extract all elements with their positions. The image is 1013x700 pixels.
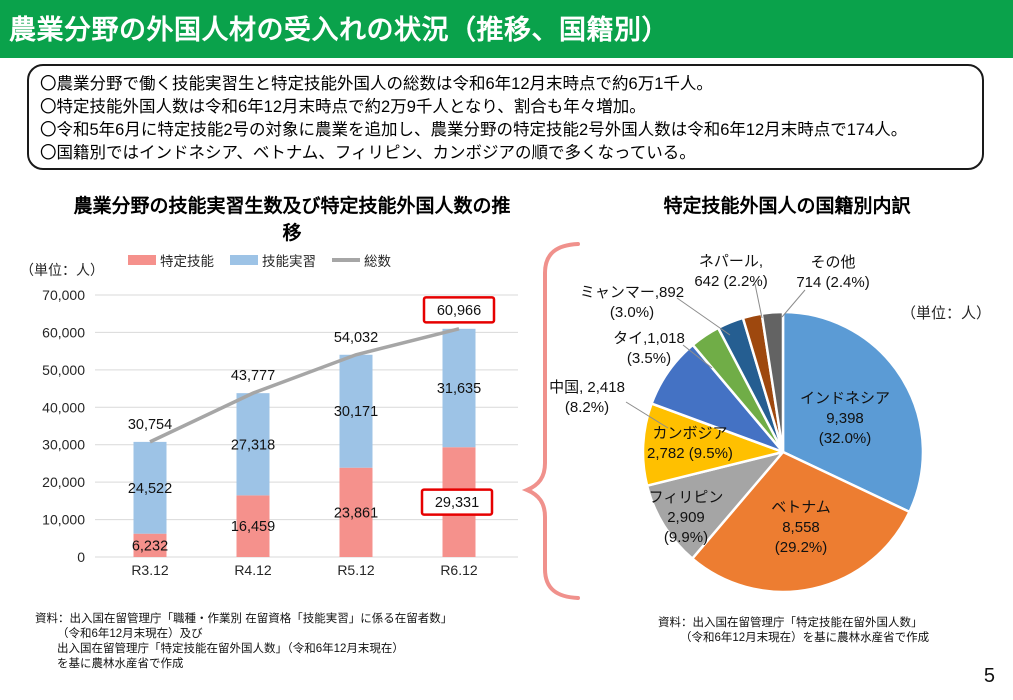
pie-label-line: フィリピン xyxy=(648,489,724,506)
pie-slice-label: ベトナム 8,558 (29.2%) xyxy=(716,498,886,558)
pie-label-line: 2,782 (9.5%) xyxy=(647,445,733,462)
pie-label-line: ミャンマー,892 xyxy=(579,284,685,301)
pie-label-line: その他 xyxy=(810,254,856,271)
pie-label-line: 9,398 xyxy=(826,410,864,427)
pie-label-line: (29.2%) xyxy=(774,539,828,556)
svg-text:10,000: 10,000 xyxy=(42,512,85,528)
pie-label-line: (8.2%) xyxy=(564,399,610,416)
svg-text:0: 0 xyxy=(77,549,85,565)
svg-text:29,331: 29,331 xyxy=(435,495,479,511)
pie-label-line: 2,909 xyxy=(667,509,705,526)
pie-slice-label: カンボジア 2,782 (9.5%) xyxy=(605,424,775,464)
source-line: （令和6年12月末現在）及び xyxy=(57,628,203,640)
bar-chart-legend: 特定技能 技能実習 総数 xyxy=(128,250,418,270)
svg-text:20,000: 20,000 xyxy=(42,474,85,490)
pie-label-line: (3.5%) xyxy=(626,350,672,367)
svg-text:30,171: 30,171 xyxy=(334,404,378,420)
pie-label-line: ベトナム xyxy=(771,499,831,516)
source-line: 出入国在留管理庁「特定技能在留外国人数」（令和6年12月末現在） xyxy=(57,643,404,655)
svg-text:54,032: 54,032 xyxy=(334,330,378,346)
pie-chart-source: 資料：出入国在留管理庁「特定技能在留外国人数」 （令和6年12月末現在）を基に農林… xyxy=(658,616,929,646)
legend-label: 総数 xyxy=(364,254,391,269)
legend-color-swatch xyxy=(230,255,258,265)
legend-label: 技能実習 xyxy=(262,254,316,269)
summary-bullet: 〇特定技能外国人数は令和6年12月末時点で約2万9千人となり、割合も年々増加。 xyxy=(40,98,646,116)
summary-bullet: 〇国籍別ではインドネシア、ベトナム、フィリピン、カンボジアの順で多くなっている。 xyxy=(40,144,696,162)
svg-text:16,459: 16,459 xyxy=(231,519,275,535)
pie-chart-title: 特定技能外国人の国籍別内訳 xyxy=(663,196,911,217)
svg-text:50,000: 50,000 xyxy=(42,362,85,378)
pie-label-line: (32.0%) xyxy=(818,430,872,447)
svg-text:R6.12: R6.12 xyxy=(440,562,478,578)
pie-label-line: ネパール, xyxy=(698,253,764,270)
pie-slice-label: インドネシア 9,398 (32.0%) xyxy=(760,389,930,449)
bar-chart-source: 資料：出入国在留管理庁「職種・作業別 在留資格「技能実習」に係る在留者数」 （令和… xyxy=(35,612,452,672)
summary-bullet: 〇令和5年6月に特定技能2号の対象に農業を追加し、農業分野の特定技能2号外国人数… xyxy=(40,121,908,139)
svg-text:30,000: 30,000 xyxy=(42,437,85,453)
pie-label-line: 中国, 2,418 xyxy=(549,379,625,396)
source-line: （令和6年12月末現在）を基に農林水産省で作成 xyxy=(680,632,930,644)
source-line: を基に農林水産省で作成 xyxy=(57,658,184,670)
legend-item: 技能実習 xyxy=(230,250,316,270)
pie-unit-label: （単位：人） xyxy=(901,305,992,322)
pie-label-line: 714 (2.4%) xyxy=(796,274,870,291)
svg-text:43,777: 43,777 xyxy=(231,368,275,384)
pie-slice-label: タイ,1,018 (3.5%) xyxy=(564,329,734,369)
header-bar: 農業分野の外国人材の受入れの状況（推移、国籍別） xyxy=(0,0,1013,58)
svg-text:60,966: 60,966 xyxy=(437,303,481,319)
pie-label-line: タイ,1,018 xyxy=(613,330,685,347)
pie-label-line: 8,558 xyxy=(782,519,820,536)
legend-label: 特定技能 xyxy=(160,254,214,269)
pie-slice-label: 中国, 2,418 (8.2%) xyxy=(502,378,672,418)
svg-text:6,232: 6,232 xyxy=(132,538,168,554)
pie-label-line: インドネシア xyxy=(799,390,890,407)
pie-slice-label: ネパール, 642 (2.2%) xyxy=(646,252,816,292)
svg-text:R5.12: R5.12 xyxy=(337,562,375,578)
svg-text:31,635: 31,635 xyxy=(437,381,481,397)
legend-item: 特定技能 xyxy=(128,250,214,270)
svg-text:70,000: 70,000 xyxy=(42,287,85,303)
nationality-pie-chart xyxy=(625,283,925,594)
bar-unit-label: （単位：人） xyxy=(20,262,104,278)
source-line: 資料：出入国在留管理庁「職種・作業別 在留資格「技能実習」に係る在留者数」 xyxy=(35,613,453,625)
svg-text:40,000: 40,000 xyxy=(42,399,85,415)
pie-slice-label: その他 714 (2.4%) xyxy=(748,253,918,293)
pie-slice-label: フィリピン 2,909 (9.9%) xyxy=(601,488,771,548)
bar-chart-title: 農業分野の技能実習生数及び特定技能外国人数の推移 xyxy=(73,196,511,244)
svg-text:30,754: 30,754 xyxy=(128,417,172,433)
legend-color-swatch xyxy=(128,255,156,265)
brace-connector-icon xyxy=(521,242,580,600)
legend-item: 総数 xyxy=(332,250,391,270)
pie-label-line: カンボジア xyxy=(652,425,728,442)
page-title: 農業分野の外国人材の受入れの状況（推移、国籍別） xyxy=(9,15,669,45)
trend-bar-chart: 0 10,000 20,000 30,000 40,000 50,000 60,000 70,… xyxy=(42,287,518,578)
pie-slice-label: ミャンマー,892 (3.0%) xyxy=(547,283,717,323)
summary-box: 〇農業分野で働く技能実習生と特定技能外国人の総数は令和6年12月末時点で約6万1… xyxy=(27,64,984,170)
page-number: 5 xyxy=(983,665,995,687)
pie-label-line: 642 (2.2%) xyxy=(694,273,768,290)
svg-text:60,000: 60,000 xyxy=(42,324,85,340)
legend-line-swatch xyxy=(332,258,360,262)
pie-label-line: (3.0%) xyxy=(609,304,655,321)
svg-text:R4.12: R4.12 xyxy=(234,562,272,578)
summary-bullet: 〇農業分野で働く技能実習生と特定技能外国人の総数は令和6年12月末時点で約6万1… xyxy=(40,75,713,93)
source-line: 資料：出入国在留管理庁「特定技能在留外国人数」 xyxy=(658,617,923,629)
svg-text:R3.12: R3.12 xyxy=(131,562,169,578)
svg-text:24,522: 24,522 xyxy=(128,481,172,497)
svg-text:27,318: 27,318 xyxy=(231,437,275,453)
svg-text:23,861: 23,861 xyxy=(334,505,378,521)
pie-label-line: (9.9%) xyxy=(663,529,709,546)
